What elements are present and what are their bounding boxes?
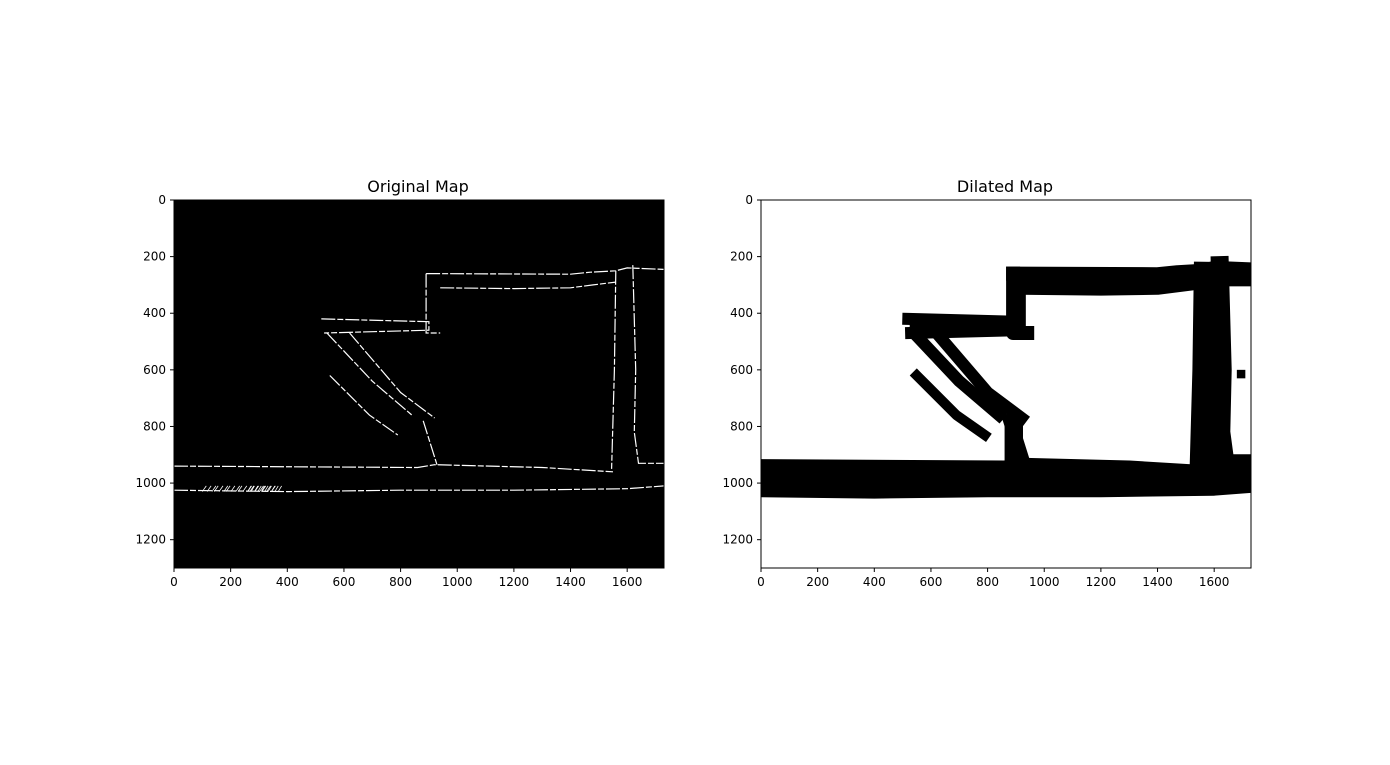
dilated-map-background bbox=[761, 200, 1251, 568]
dilated-right-column bbox=[1201, 266, 1223, 469]
wall-outline-right-wall-left bbox=[611, 270, 617, 469]
wall-outline-left-step-vertical bbox=[425, 273, 441, 334]
scan-noise-mark bbox=[250, 485, 255, 492]
scan-noise-mark bbox=[260, 485, 265, 492]
original-map-image bbox=[174, 200, 664, 568]
scan-noise-mark bbox=[277, 485, 282, 492]
y-tick-label: 800 bbox=[730, 419, 753, 433]
original-map-axes: 0 200 400 600 800 1000 1200 1400 1600 0 200 400 600 8… bbox=[135, 193, 665, 589]
scan-noise-mark bbox=[211, 485, 217, 492]
dilated-obstacle-diagonal-b bbox=[928, 324, 1030, 427]
dilated-map-title: Dilated Map bbox=[957, 177, 1053, 196]
y-tick-label: 0 bbox=[745, 193, 753, 207]
wall-outline-top-corridor-upper-edge bbox=[426, 267, 664, 275]
scan-noise-mark bbox=[230, 485, 236, 492]
x-tick-label: 1400 bbox=[1142, 575, 1173, 589]
y-tick-label: 200 bbox=[143, 250, 166, 264]
y-tick-label: 1200 bbox=[135, 533, 166, 547]
y-tick-label: 1000 bbox=[722, 476, 753, 490]
x-tick-label: 1600 bbox=[612, 575, 643, 589]
dilated-lower-leg bbox=[1004, 417, 1023, 468]
dilated-bottom-nub bbox=[1072, 487, 1090, 493]
wall-outline-diagonal-c bbox=[329, 375, 399, 436]
wall-outline-lower-leg bbox=[422, 420, 438, 467]
y-tick-label: 400 bbox=[143, 306, 166, 320]
dilated-map-panel: Dilated Map 0 200 400 600 800 1000 1200 1400 160… bbox=[722, 177, 1252, 589]
scan-noise-mark bbox=[223, 485, 229, 492]
scan-noise-mark bbox=[206, 485, 212, 492]
original-map-background bbox=[174, 200, 664, 568]
dilated-top-corridor bbox=[1015, 275, 1251, 287]
scan-noise-mark bbox=[225, 485, 231, 492]
x-tick-label: 600 bbox=[919, 575, 942, 589]
dilated-bottom-corridor bbox=[761, 467, 1251, 489]
x-tick-label: 400 bbox=[276, 575, 299, 589]
scan-noise-mark bbox=[274, 485, 279, 492]
x-tick-label: 0 bbox=[757, 575, 765, 589]
wall-outline-bottom-corridor-lower-edge bbox=[174, 485, 664, 493]
dilated-upper-hall bbox=[909, 320, 1016, 331]
scan-noise-mark bbox=[257, 485, 262, 492]
x-tick-label: 1200 bbox=[1086, 575, 1117, 589]
y-tick-label: 1000 bbox=[135, 476, 166, 490]
y-tick-label: 400 bbox=[730, 306, 753, 320]
original-map-panel: Original Map 0 200 400 600 800 1000 1200 1400 16… bbox=[135, 177, 665, 589]
scan-noise-mark bbox=[235, 485, 241, 492]
wall-outline-diagonal-b bbox=[349, 332, 435, 419]
scan-noise-mark bbox=[254, 485, 259, 492]
y-tick-label: 600 bbox=[730, 363, 753, 377]
x-tick-label: 1000 bbox=[442, 575, 473, 589]
original-map-title: Original Map bbox=[367, 177, 468, 196]
plot-frame bbox=[760, 199, 1252, 569]
dilated-obstacle-diagonal-c bbox=[909, 368, 992, 442]
scan-noise-mark bbox=[242, 485, 248, 492]
y-tick-label: 0 bbox=[158, 193, 166, 207]
x-tick-label: 800 bbox=[389, 575, 412, 589]
dilated-obstacle-diagonal-a bbox=[905, 324, 1008, 424]
wall-outline-diagonal-a bbox=[326, 332, 413, 416]
wall-outline-upper-hall bbox=[321, 318, 430, 334]
x-tick-label: 1400 bbox=[555, 575, 586, 589]
scan-noise-mark bbox=[267, 485, 272, 492]
x-tick-label: 400 bbox=[863, 575, 886, 589]
x-tick-label: 1000 bbox=[1029, 575, 1060, 589]
x-tick-label: 600 bbox=[332, 575, 355, 589]
scan-noise-mark bbox=[247, 485, 252, 492]
scan-noise-mark bbox=[266, 485, 271, 492]
wall-outline-top-corridor-lower-edge bbox=[440, 281, 616, 290]
dilated-map-image bbox=[761, 200, 1251, 568]
x-tick-label: 1600 bbox=[1199, 575, 1230, 589]
x-tick-label: 1200 bbox=[499, 575, 530, 589]
y-tick-label: 1200 bbox=[722, 533, 753, 547]
y-tick-label: 800 bbox=[143, 419, 166, 433]
scan-noise-mark bbox=[201, 485, 207, 492]
y-tick-label: 600 bbox=[143, 363, 166, 377]
scan-noise-mark bbox=[261, 485, 267, 492]
scan-noise-mark bbox=[264, 485, 269, 492]
y-tick-label: 200 bbox=[730, 250, 753, 264]
scan-noise-mark bbox=[259, 485, 264, 492]
scan-noise-mark bbox=[249, 485, 255, 492]
scan-noise-mark bbox=[271, 485, 276, 492]
x-tick-label: 800 bbox=[976, 575, 999, 589]
scan-noise-mark bbox=[237, 485, 243, 492]
wall-outline-right-wall-right bbox=[632, 265, 664, 464]
plot-frame bbox=[173, 199, 665, 569]
dilated-map-axes: 0 200 400 600 800 1000 1200 1400 1600 0 200 400 600 8… bbox=[722, 193, 1252, 589]
scan-noise-mark bbox=[218, 485, 224, 492]
wall-outline-bottom-corridor-upper-edge bbox=[174, 464, 614, 473]
scan-noise-mark bbox=[213, 485, 219, 492]
x-tick-label: 0 bbox=[170, 575, 178, 589]
dilated-step-block bbox=[1010, 275, 1026, 331]
x-tick-label: 200 bbox=[219, 575, 242, 589]
x-tick-label: 200 bbox=[806, 575, 829, 589]
dilated-right-nub bbox=[1236, 369, 1246, 379]
